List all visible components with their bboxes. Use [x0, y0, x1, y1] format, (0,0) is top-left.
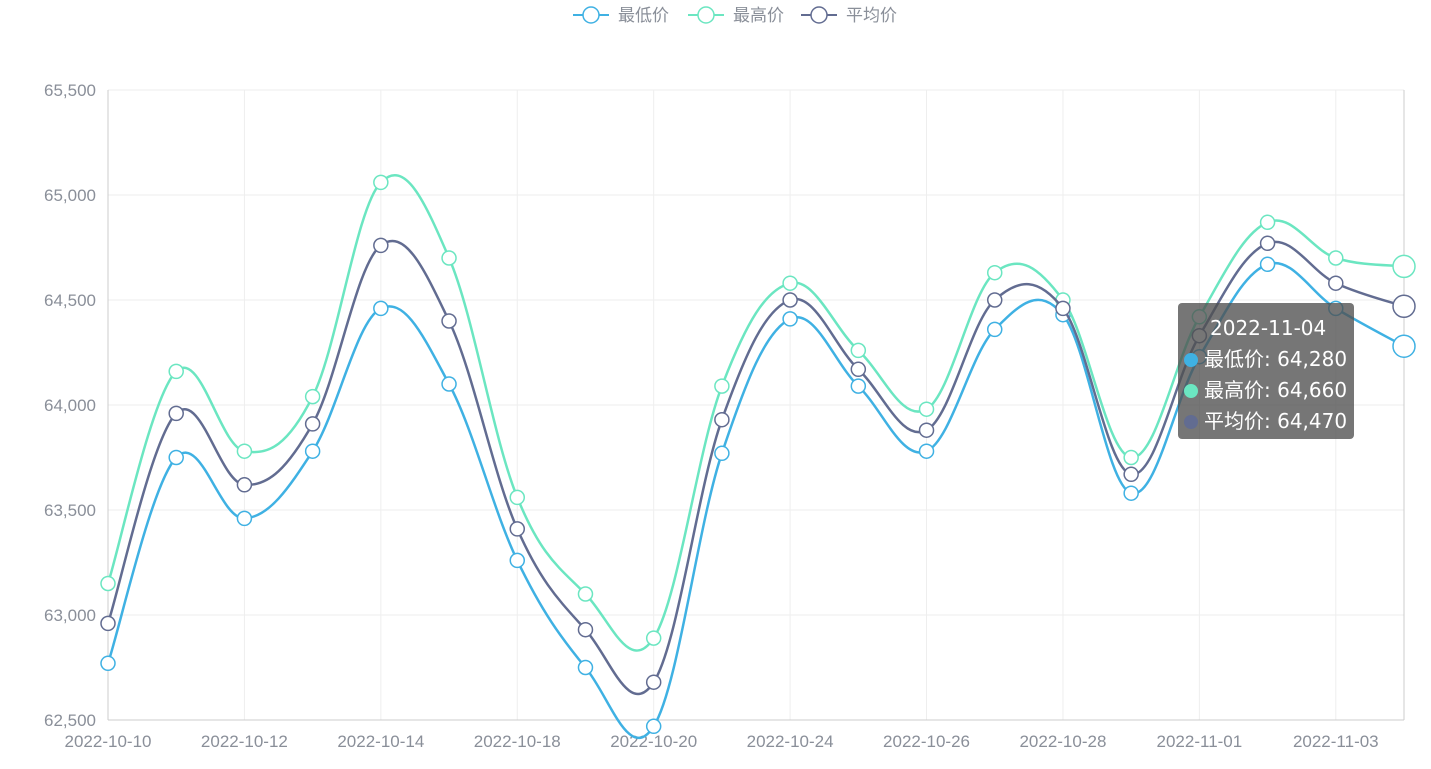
data-point[interactable] [1123, 466, 1139, 483]
data-point[interactable] [236, 477, 253, 493]
tooltip-row-min: 最低价: 64,280 [1184, 344, 1354, 375]
x-tick-label: 2022-10-28 [1019, 732, 1106, 751]
data-point[interactable] [373, 237, 389, 254]
data-point[interactable] [373, 300, 389, 317]
data-point[interactable] [236, 443, 253, 459]
data-point[interactable] [1123, 449, 1139, 466]
tooltip-dot-min [1184, 352, 1198, 367]
y-tick-label: 65,000 [44, 186, 96, 205]
legend-label: 最高价 [733, 6, 784, 26]
data-point[interactable] [918, 422, 935, 438]
x-tick-label: 2022-10-20 [610, 732, 697, 751]
data-point[interactable] [1259, 256, 1276, 273]
y-tick-label: 65,500 [44, 81, 96, 100]
data-point[interactable] [236, 510, 253, 527]
data-point[interactable] [577, 659, 594, 676]
legend-item-min[interactable]: 最低价 [573, 6, 669, 26]
data-point[interactable] [714, 445, 730, 462]
data-point[interactable] [918, 443, 935, 459]
data-point[interactable] [850, 378, 867, 394]
data-point[interactable] [100, 575, 116, 592]
data-point[interactable] [373, 174, 389, 191]
tooltip-dot-avg [1184, 414, 1198, 429]
tooltip-dot-max [1184, 383, 1198, 398]
data-point[interactable] [918, 401, 935, 417]
x-tick-label: 2022-10-26 [883, 732, 970, 751]
legend-item-avg[interactable]: 平均价 [801, 6, 897, 26]
tooltip-row-avg: 平均价: 64,470 [1184, 406, 1354, 437]
data-point[interactable] [645, 718, 662, 735]
data-point[interactable] [1392, 334, 1416, 358]
data-point[interactable] [986, 264, 1003, 281]
data-point[interactable] [1328, 275, 1344, 291]
data-point[interactable] [782, 275, 798, 291]
chart-tooltip: 2022-11-04 最低价: 64,280 最高价: 64,660 平均价: … [1178, 303, 1354, 439]
data-point[interactable] [714, 411, 730, 428]
tooltip-label-min: 最低价: 64,280 [1204, 347, 1348, 371]
data-point[interactable] [304, 388, 321, 405]
data-point[interactable] [986, 321, 1003, 338]
data-point[interactable] [509, 521, 526, 537]
legend-label: 最低价 [618, 6, 669, 26]
data-point[interactable] [782, 311, 798, 327]
y-tick-label: 64,000 [44, 396, 96, 415]
data-point[interactable] [986, 292, 1003, 308]
data-point[interactable] [1123, 485, 1139, 501]
series-min [100, 256, 1416, 740]
x-tick-label: 2022-11-01 [1157, 732, 1243, 751]
data-point[interactable] [509, 552, 526, 569]
legend-circle-icon [697, 6, 715, 24]
tooltip-label-max: 最高价: 64,660 [1204, 378, 1348, 402]
data-point[interactable] [1328, 250, 1344, 266]
data-point[interactable] [645, 674, 662, 690]
legend: 最低价 最高价 平均价 [573, 6, 897, 26]
y-tick-label: 64,500 [44, 291, 96, 310]
data-point[interactable] [304, 443, 321, 459]
x-tick-label: 2022-11-03 [1293, 732, 1379, 751]
x-tick-label: 2022-10-24 [747, 732, 834, 751]
data-point[interactable] [1392, 254, 1416, 279]
data-point[interactable] [168, 405, 184, 422]
data-point[interactable] [577, 621, 594, 638]
data-point[interactable] [850, 361, 867, 378]
data-point[interactable] [1259, 235, 1276, 252]
y-tick-label: 63,500 [44, 501, 96, 520]
data-point[interactable] [714, 378, 730, 394]
series-max [100, 174, 1416, 652]
data-point[interactable] [645, 630, 662, 646]
data-point[interactable] [441, 250, 457, 266]
data-point[interactable] [782, 292, 798, 308]
legend-circle-icon [582, 6, 600, 24]
y-tick-label: 62,500 [44, 711, 96, 730]
data-point[interactable] [1055, 300, 1071, 317]
legend-label: 平均价 [846, 6, 897, 26]
x-tick-label: 2022-10-10 [65, 732, 152, 751]
x-tick-label: 2022-10-14 [337, 732, 424, 751]
legend-item-max[interactable]: 最高价 [688, 6, 784, 26]
data-point[interactable] [577, 586, 594, 602]
tooltip-row-max: 最高价: 64,660 [1184, 375, 1354, 406]
data-point[interactable] [509, 489, 526, 506]
legend-circle-icon [810, 6, 828, 24]
x-tick-label: 2022-10-18 [474, 732, 561, 751]
tooltip-title: 2022-11-04 [1210, 316, 1327, 340]
data-point[interactable] [441, 313, 457, 329]
data-point[interactable] [850, 342, 867, 359]
data-point[interactable] [168, 449, 184, 466]
data-point[interactable] [100, 655, 116, 672]
data-point[interactable] [1392, 294, 1416, 319]
data-point[interactable] [1259, 214, 1276, 231]
data-point[interactable] [100, 615, 116, 632]
y-tick-label: 63,000 [44, 606, 96, 625]
data-point[interactable] [304, 416, 321, 432]
x-tick-label: 2022-10-12 [201, 732, 288, 751]
data-point[interactable] [168, 363, 184, 380]
tooltip-label-avg: 平均价: 64,470 [1204, 409, 1348, 433]
data-point[interactable] [441, 376, 457, 392]
